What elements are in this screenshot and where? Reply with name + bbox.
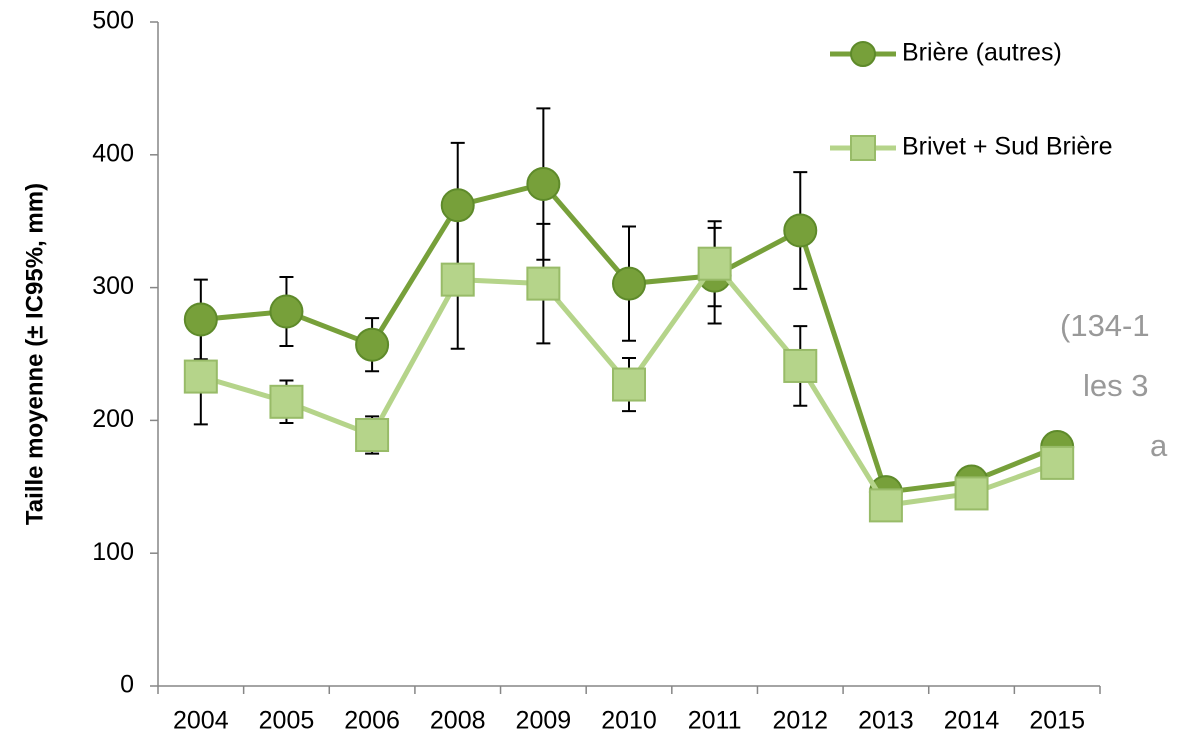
annotation: (134-1 xyxy=(1060,308,1150,343)
marker xyxy=(612,266,646,301)
y-tick-label: 200 xyxy=(92,405,134,433)
x-tick-label: 2008 xyxy=(430,707,486,735)
legend-label: Brière (autres) xyxy=(902,39,1062,67)
y-tick-label: 0 xyxy=(120,671,134,699)
marker xyxy=(183,302,218,337)
marker xyxy=(440,262,475,297)
legend-label: Brivet + Sud Brière xyxy=(902,133,1113,161)
marker xyxy=(526,266,561,301)
y-tick-label: 500 xyxy=(92,7,134,35)
x-tick-label: 2006 xyxy=(344,707,400,735)
x-tick-label: 2005 xyxy=(259,707,315,735)
marker xyxy=(526,167,561,202)
annotation: a xyxy=(1150,428,1168,463)
y-tick-label: 400 xyxy=(92,139,134,167)
x-tick-label: 2014 xyxy=(944,707,1000,735)
marker xyxy=(269,294,304,329)
legend-marker xyxy=(850,135,876,161)
marker xyxy=(868,488,903,523)
y-tick-label: 100 xyxy=(92,538,134,566)
marker xyxy=(612,367,646,402)
x-tick-label: 2009 xyxy=(516,707,572,735)
x-tick-label: 2012 xyxy=(772,707,828,735)
marker xyxy=(355,418,390,453)
x-tick-label: 2010 xyxy=(601,707,657,735)
marker xyxy=(269,384,304,419)
marker xyxy=(783,213,818,248)
marker xyxy=(1040,445,1075,480)
marker xyxy=(440,188,475,223)
marker xyxy=(697,246,732,281)
marker xyxy=(183,359,218,394)
x-tick-label: 2015 xyxy=(1029,707,1085,735)
x-tick-label: 2004 xyxy=(173,707,229,735)
x-tick-label: 2011 xyxy=(688,707,742,735)
legend-marker xyxy=(850,41,876,67)
x-tick-label: 2013 xyxy=(858,707,914,735)
y-tick-label: 300 xyxy=(92,272,134,300)
marker xyxy=(954,476,989,511)
marker xyxy=(355,327,390,362)
y-axis-label: Taille moyenne (± IC95%, mm) xyxy=(21,183,48,525)
marker xyxy=(783,348,818,383)
annotation: les 3 xyxy=(1083,368,1148,403)
